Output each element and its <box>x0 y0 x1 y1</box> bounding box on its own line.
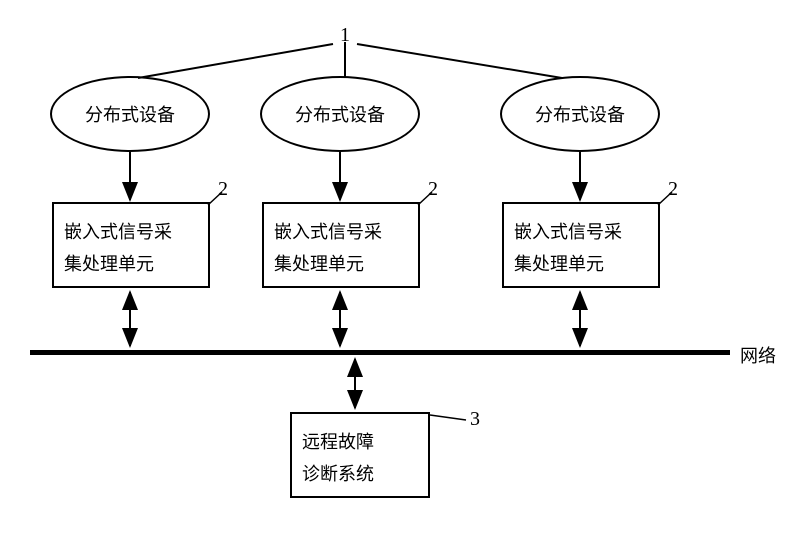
rect-line2: 诊断系统 <box>302 458 418 490</box>
network-label: 网络 <box>740 342 776 368</box>
rect-line1: 嵌入式信号采 <box>64 216 198 248</box>
rect-line1: 远程故障 <box>302 426 418 458</box>
label-2: 2 <box>218 178 228 201</box>
rect-node: 远程故障 诊断系统 <box>290 412 430 498</box>
rect-line2: 集处理单元 <box>514 248 648 280</box>
rect-line2: 集处理单元 <box>274 248 408 280</box>
diagram-canvas: 1 分布式设备 分布式设备 分布式设备 嵌入式信号采 集处理单元 2 嵌入式信号… <box>0 0 800 558</box>
rect-line1: 嵌入式信号采 <box>514 216 648 248</box>
rect-line1: 嵌入式信号采 <box>274 216 408 248</box>
label-1: 1 <box>340 24 350 47</box>
ellipse-node: 分布式设备 <box>260 76 420 152</box>
rect-node: 嵌入式信号采 集处理单元 <box>262 202 420 288</box>
label-3: 3 <box>470 408 480 431</box>
ellipse-node: 分布式设备 <box>50 76 210 152</box>
ellipse-node: 分布式设备 <box>500 76 660 152</box>
label-2: 2 <box>668 178 678 201</box>
rect-node: 嵌入式信号采 集处理单元 <box>52 202 210 288</box>
rect-line2: 集处理单元 <box>64 248 198 280</box>
rect-node: 嵌入式信号采 集处理单元 <box>502 202 660 288</box>
ellipse-label: 分布式设备 <box>85 101 175 127</box>
label-2: 2 <box>428 178 438 201</box>
network-bus <box>30 350 730 355</box>
ellipse-label: 分布式设备 <box>295 101 385 127</box>
ellipse-label: 分布式设备 <box>535 101 625 127</box>
